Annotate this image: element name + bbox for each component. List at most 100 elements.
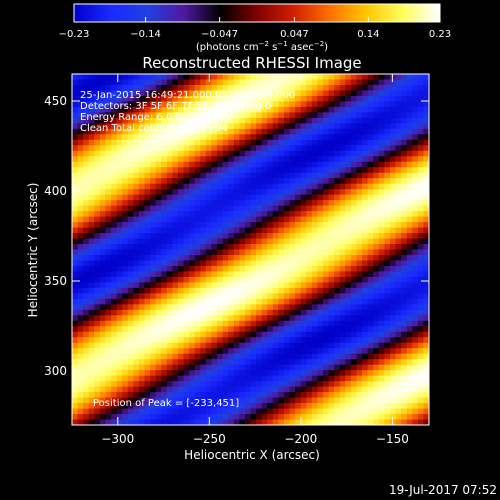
heatmap-cell — [138, 123, 146, 130]
heatmap-cell — [401, 145, 408, 152]
heatmap-cell — [289, 90, 296, 97]
heatmap-cell — [116, 370, 123, 377]
heatmap-cell — [127, 222, 134, 229]
heatmap-cell — [339, 337, 346, 344]
heatmap-cell — [144, 194, 151, 201]
heatmap-cell — [328, 167, 335, 174]
heatmap-cell — [384, 331, 391, 338]
heatmap-cell — [256, 156, 263, 163]
heatmap-cell — [328, 79, 335, 86]
heatmap-cell — [83, 414, 90, 421]
heatmap-cell — [138, 276, 146, 283]
heatmap-cell — [367, 101, 374, 108]
heatmap-cell — [155, 156, 162, 163]
heatmap-cell — [406, 205, 413, 212]
heatmap-cell — [367, 112, 374, 119]
heatmap-cell — [306, 265, 313, 273]
heatmap-cell — [412, 331, 419, 338]
heatmap-cell — [183, 386, 190, 393]
heatmap-cell — [127, 74, 134, 81]
heatmap-cell — [378, 150, 385, 157]
heatmap-cell — [261, 112, 268, 119]
heatmap-cell — [88, 326, 95, 333]
heatmap-cell — [222, 381, 229, 388]
heatmap-cell — [328, 222, 335, 229]
heatmap-cell — [94, 106, 101, 113]
heatmap-cell — [205, 216, 213, 223]
heatmap-cell — [278, 90, 285, 97]
heatmap-cell — [228, 348, 235, 355]
heatmap-cell — [177, 375, 185, 382]
heatmap-cell — [395, 287, 402, 294]
heatmap-cell — [317, 359, 324, 366]
heatmap-cell — [194, 337, 201, 344]
heatmap-cell — [328, 123, 335, 130]
heatmap-cell — [289, 392, 296, 399]
heatmap-cell — [412, 123, 419, 130]
heatmap-cell — [161, 287, 168, 294]
heatmap-cell — [144, 178, 151, 185]
heatmap-cell — [306, 375, 313, 382]
heatmap-cell — [83, 123, 90, 130]
heatmap-cell — [177, 183, 185, 190]
heatmap-cell — [133, 353, 140, 360]
heatmap-cell — [423, 304, 429, 311]
heatmap-cell — [272, 414, 279, 421]
heatmap-cell — [384, 287, 391, 294]
heatmap-cell — [177, 79, 185, 86]
heatmap-cell — [283, 139, 291, 146]
heatmap-cell — [233, 364, 240, 371]
heatmap-cell — [233, 353, 240, 360]
heatmap-cell — [222, 392, 229, 399]
heatmap-cell — [177, 134, 185, 141]
heatmap-cell — [217, 397, 224, 404]
heatmap-cell — [228, 167, 235, 174]
heatmap-cell — [272, 200, 279, 207]
heatmap-cell — [339, 353, 346, 360]
heatmap-cell — [244, 293, 252, 300]
heatmap-cell — [172, 392, 179, 399]
heatmap-cell — [161, 315, 168, 322]
heatmap-cell — [401, 178, 408, 185]
heatmap-cell — [306, 249, 313, 256]
heatmap-cell — [311, 79, 319, 86]
heatmap-cell — [77, 386, 84, 393]
heatmap-cell — [138, 293, 146, 300]
heatmap-cell — [177, 172, 185, 179]
heatmap-cell — [395, 145, 402, 152]
heatmap-cell — [122, 172, 129, 179]
heatmap-cell — [384, 276, 391, 283]
heatmap-cell — [362, 112, 369, 119]
heatmap-cell — [401, 271, 408, 278]
heatmap-cell — [328, 348, 335, 355]
heatmap-cell — [300, 183, 307, 190]
heatmap-cell — [328, 150, 335, 157]
heatmap-cell — [323, 304, 330, 311]
heatmap-cell — [244, 403, 252, 410]
heatmap-cell — [295, 134, 302, 141]
heatmap-cell — [200, 320, 207, 327]
heatmap-cell — [334, 293, 341, 300]
heatmap-cell — [334, 161, 341, 168]
heatmap-cell — [272, 276, 279, 283]
heatmap-cell — [317, 189, 324, 196]
heatmap-cell — [155, 304, 162, 311]
heatmap-cell — [334, 84, 341, 92]
heatmap-cell — [300, 419, 307, 425]
heatmap-cell — [166, 260, 174, 267]
heatmap-cell — [83, 408, 90, 415]
heatmap-cell — [150, 293, 157, 300]
heatmap-cell — [166, 364, 174, 371]
heatmap-cell — [105, 233, 112, 240]
heatmap-cell — [295, 189, 302, 196]
heatmap-cell — [172, 172, 179, 179]
heatmap-cell — [133, 244, 140, 251]
heatmap-cell — [83, 260, 90, 267]
heatmap-cell — [116, 353, 123, 360]
heatmap-cell — [127, 265, 134, 273]
heatmap-cell — [295, 161, 302, 168]
heatmap-cell — [133, 117, 140, 124]
heatmap-cell — [384, 320, 391, 327]
heatmap-cell — [356, 167, 363, 174]
heatmap-cell — [283, 337, 291, 344]
